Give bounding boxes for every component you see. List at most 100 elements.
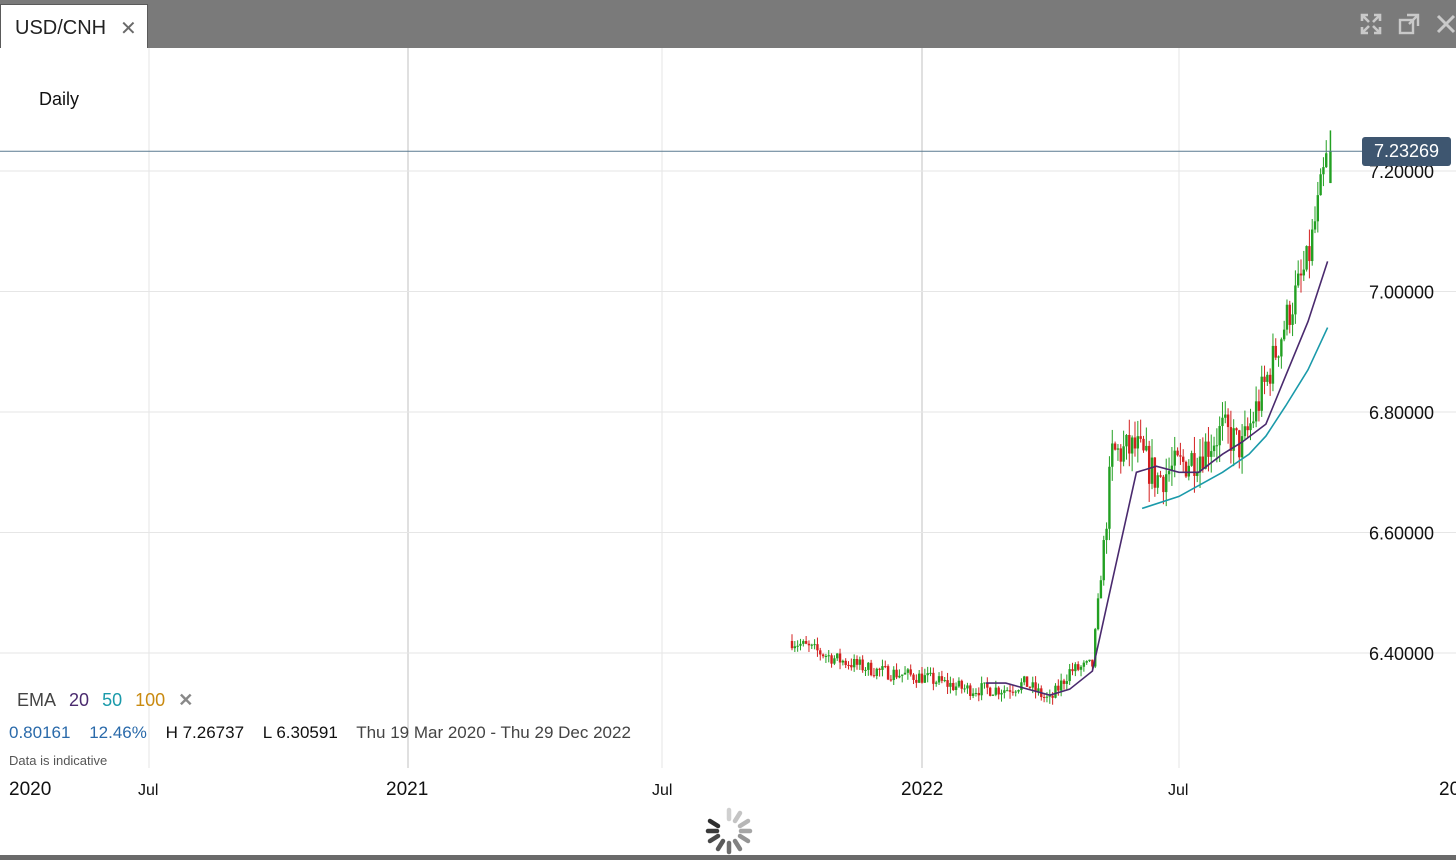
candle-body	[827, 655, 830, 657]
candle-body	[915, 679, 918, 683]
candle-body	[836, 653, 839, 659]
candle-body	[974, 692, 978, 694]
y-tick-label: 6.40000	[1369, 644, 1434, 664]
candle-body	[844, 660, 847, 665]
chart-grid	[0, 48, 1456, 768]
popout-icon[interactable]	[1395, 10, 1423, 38]
candle-body	[983, 682, 986, 684]
x-tick-label: Jul	[652, 782, 672, 799]
candle-body	[1316, 195, 1320, 222]
candle-body	[1210, 451, 1213, 457]
candle-body	[796, 645, 799, 647]
candle-body	[1173, 450, 1176, 466]
close-window-icon[interactable]	[1432, 10, 1456, 38]
x-axis-labels: 2020 Jul 2021 Jul 2022 Jul 20	[9, 779, 1456, 800]
ema-lines	[985, 261, 1329, 697]
candle-body	[1037, 688, 1040, 692]
candle-body	[1076, 664, 1080, 670]
candle-body	[1130, 437, 1134, 454]
candle-body	[1145, 445, 1148, 451]
candle-body	[960, 680, 963, 689]
candle-body	[1299, 273, 1303, 276]
candle-body	[957, 680, 961, 687]
candle-body	[1193, 453, 1196, 476]
candle-body	[1125, 434, 1128, 447]
candle-body	[1051, 695, 1054, 698]
date-range: Thu 19 Mar 2020 - Thu 29 Dec 2022	[356, 723, 631, 742]
candle-body	[1190, 453, 1193, 466]
candle-body	[901, 674, 904, 676]
candle-body	[1028, 686, 1032, 688]
candle-body	[872, 675, 876, 677]
candle-body	[1280, 339, 1283, 357]
candle-body	[1260, 376, 1263, 411]
candle-body	[963, 688, 966, 690]
candle-body	[1165, 474, 1168, 493]
candle-body	[1252, 421, 1255, 424]
candle-body	[816, 644, 819, 651]
candle-body	[1005, 690, 1009, 692]
candle-body	[1240, 436, 1244, 458]
candle-body	[1020, 682, 1023, 691]
candle-body	[1079, 666, 1083, 670]
interval-label[interactable]: Daily	[39, 89, 80, 109]
ema-50[interactable]: 50	[102, 690, 123, 710]
candle-body	[799, 643, 802, 646]
candle-body	[966, 685, 969, 689]
close-icon[interactable]: ✕	[120, 18, 137, 40]
candle-body	[864, 669, 867, 671]
candle-body	[1102, 540, 1105, 581]
y-tick-label: 6.80000	[1369, 403, 1434, 423]
ema-label: EMA	[17, 690, 57, 710]
candle-body	[940, 676, 944, 681]
candle-body	[1113, 443, 1117, 450]
y-tick-label: 6.60000	[1369, 524, 1434, 544]
current-price-tag: 7.23269	[1362, 137, 1451, 166]
candle-body	[923, 675, 927, 683]
candle-body	[1196, 472, 1199, 476]
candle-body	[1319, 174, 1322, 196]
candle-body	[1266, 374, 1269, 382]
candle-body	[1224, 414, 1227, 418]
tab-usd-cnh[interactable]: USD/CNH ✕	[0, 4, 148, 48]
candle-body	[1187, 465, 1191, 477]
change-value: 0.80161	[9, 723, 71, 742]
candle-body	[1156, 475, 1159, 488]
candle-body	[1136, 436, 1140, 449]
candle-body	[954, 686, 958, 690]
candle-body	[869, 662, 873, 676]
candle-body	[898, 675, 901, 678]
candle-body	[1111, 443, 1114, 467]
loading-spinner-icon	[705, 807, 753, 855]
ema-100[interactable]: 100	[135, 690, 166, 710]
candle-body	[1094, 629, 1097, 667]
candle-body	[1008, 690, 1012, 692]
candle-body	[1105, 528, 1108, 541]
candle-body	[861, 659, 864, 671]
candle-body	[878, 668, 881, 670]
candle-body	[1257, 401, 1261, 411]
remove-ema-icon[interactable]: ✕	[178, 690, 194, 710]
candle-body	[1204, 441, 1207, 469]
candle-body	[926, 673, 929, 676]
candle-body	[852, 658, 856, 668]
candle-body	[1254, 401, 1258, 422]
candle-body	[1116, 448, 1120, 450]
candle-body	[1277, 356, 1280, 358]
candle-body	[1198, 456, 1202, 473]
candle-body	[824, 655, 828, 657]
ema-20[interactable]: 20	[69, 690, 90, 710]
candle-body	[1288, 304, 1291, 325]
candle-body	[1325, 153, 1328, 168]
candle-body	[1305, 246, 1308, 270]
candle-body	[819, 650, 822, 655]
candle-body	[1313, 221, 1317, 230]
candle-body	[952, 682, 955, 690]
candle-body	[1322, 167, 1325, 175]
candle-body	[1142, 438, 1145, 451]
expand-icon[interactable]	[1357, 10, 1385, 38]
x-tick-label: 20	[1439, 779, 1456, 800]
candle-body	[1017, 690, 1020, 692]
candle-body	[850, 665, 853, 668]
